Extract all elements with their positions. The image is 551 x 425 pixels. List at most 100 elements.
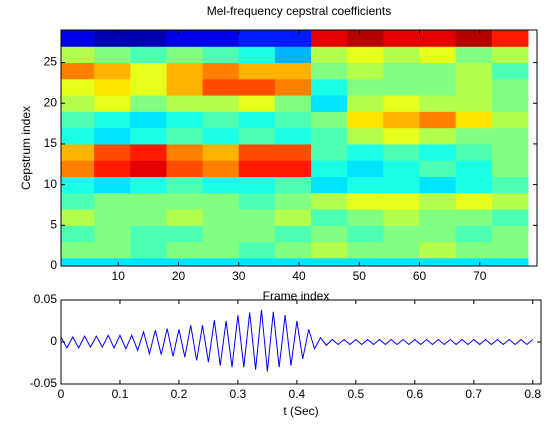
heatmap-cell — [491, 62, 529, 80]
x-tick-label: 0.2 — [171, 387, 188, 401]
heatmap-cell — [130, 30, 167, 47]
x-tick-label: 30 — [232, 269, 246, 283]
heatmap-cell — [274, 62, 312, 80]
heatmap-cell — [130, 127, 167, 145]
heatmap-cell — [383, 78, 421, 96]
heatmap-cell — [130, 241, 167, 259]
heatmap-cell — [491, 127, 529, 145]
x-tick-label: 70 — [473, 269, 487, 283]
heatmap-cell — [491, 176, 529, 194]
heatmap-cell — [347, 257, 384, 266]
heatmap-cell — [166, 111, 204, 129]
heatmap-cell — [94, 209, 131, 226]
x-axis-label: Frame index — [263, 289, 330, 303]
heatmap-cell — [61, 143, 95, 161]
heatmap-cell — [61, 192, 95, 210]
heatmap-cell — [311, 62, 348, 80]
heatmap-cell — [94, 176, 131, 194]
heatmap-cell — [166, 209, 204, 226]
heatmap-cell — [166, 241, 204, 259]
x-tick-label: 0.6 — [406, 387, 423, 401]
heatmap-cell — [202, 143, 240, 161]
heatmap-cell — [94, 111, 131, 129]
heatmap-cell — [419, 62, 457, 80]
heatmap-cell — [491, 209, 529, 226]
heatmap-cell — [347, 143, 384, 161]
heatmap-cell — [130, 209, 167, 226]
heatmap-cell — [311, 225, 348, 243]
heatmap-cell — [166, 143, 204, 161]
heatmap-cell — [491, 46, 529, 64]
heatmap-cell — [311, 143, 348, 161]
heatmap-cell — [383, 225, 421, 243]
heatmap-cell — [347, 176, 384, 194]
y-tick-label: 0.05 — [34, 292, 58, 306]
heatmap-cell — [166, 127, 204, 145]
heatmap-cell — [419, 209, 457, 226]
heatmap-cell — [419, 46, 457, 64]
heatmap-cell — [130, 95, 167, 112]
heatmap-cell — [383, 241, 421, 259]
heatmap-cell — [130, 78, 167, 96]
heatmap-cell — [202, 192, 240, 210]
y-tick-label: 0 — [50, 258, 57, 272]
heatmap-cell — [61, 225, 95, 243]
heatmap-cell — [238, 78, 276, 96]
heatmap-cell — [347, 111, 384, 129]
heatmap-cell — [274, 95, 312, 112]
heatmap-cell — [202, 62, 240, 80]
x-tick-label: 0.8 — [524, 387, 541, 401]
heatmap-cell — [61, 30, 95, 47]
heatmap-cell — [347, 95, 384, 112]
heatmap-cell — [383, 257, 421, 266]
heatmap-cell — [455, 46, 493, 64]
heatmap-cell — [238, 46, 276, 64]
heatmap-cell — [347, 225, 384, 243]
heatmap-cell — [311, 209, 348, 226]
heatmap-cell — [202, 257, 240, 266]
heatmap-cell — [383, 143, 421, 161]
heatmap-cell — [238, 111, 276, 129]
heatmap-cell — [202, 78, 240, 96]
x-tick-label: 50 — [353, 269, 367, 283]
heatmap-cell — [166, 192, 204, 210]
heatmap-cell — [274, 127, 312, 145]
y-tick-label: 5 — [50, 217, 57, 231]
heatmap-cell — [383, 111, 421, 129]
x-tick-label: 0.3 — [230, 387, 247, 401]
heatmap-cell — [383, 30, 421, 47]
heatmap-cell — [455, 78, 493, 96]
heatmap-cell — [61, 209, 95, 226]
heatmap-cell — [383, 95, 421, 112]
heatmap-cell — [491, 111, 529, 129]
x-tick-label: 0.7 — [465, 387, 482, 401]
heatmap-cell — [311, 95, 348, 112]
heatmap-cell — [274, 257, 312, 266]
heatmap-cell — [130, 62, 167, 80]
heatmap-cell — [419, 176, 457, 194]
heatmap-cell — [238, 209, 276, 226]
heatmap-cell — [383, 192, 421, 210]
heatmap-cell — [419, 160, 457, 177]
heatmap-cell — [455, 95, 493, 112]
heatmap-cell — [419, 257, 457, 266]
heatmap-cell — [311, 192, 348, 210]
heatmap-cell — [455, 176, 493, 194]
x-tick-label: 60 — [413, 269, 427, 283]
y-tick-label: 0 — [50, 334, 57, 348]
heatmap-cell — [491, 192, 529, 210]
y-tick-label: 25 — [44, 55, 58, 69]
heatmap-cell — [61, 111, 95, 129]
y-axis-label: Cepstrum index — [19, 106, 33, 190]
heatmap-cell — [238, 95, 276, 112]
heatmap-cell — [455, 30, 493, 47]
heatmap-cell — [238, 225, 276, 243]
heatmap-cell — [491, 95, 529, 112]
heatmap-cell — [383, 62, 421, 80]
heatmap-cell — [166, 30, 204, 47]
heatmap-cell — [130, 160, 167, 177]
heatmap-cell — [238, 30, 276, 47]
heatmap-cell — [61, 127, 95, 145]
heatmap-cell — [202, 225, 240, 243]
heatmap-cell — [202, 111, 240, 129]
